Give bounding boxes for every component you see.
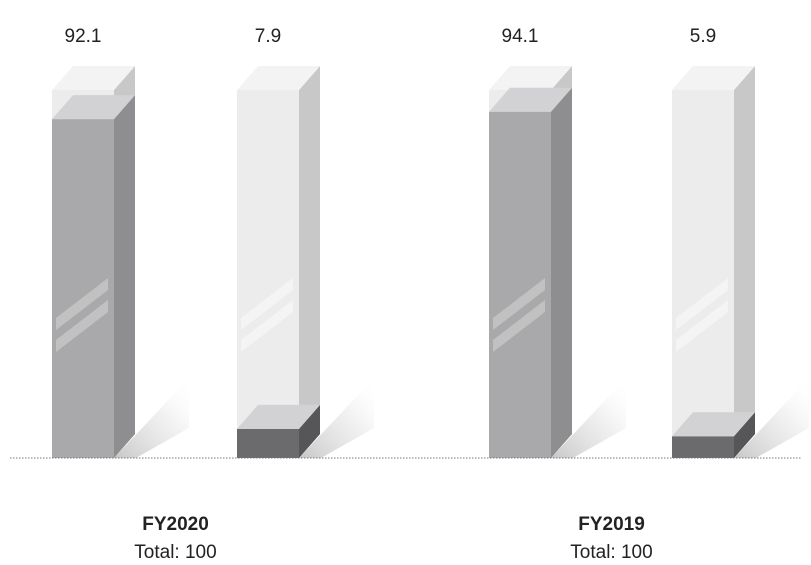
bar-value-label: 92.1 <box>65 26 102 47</box>
bar-shadow <box>299 378 374 458</box>
bar-reflection <box>241 278 293 330</box>
bar-value-label: 94.1 <box>502 26 539 47</box>
bar-shadow <box>734 378 809 458</box>
bar-glass-side <box>299 66 320 458</box>
bar-reflection <box>676 300 728 352</box>
bar-fill-front <box>52 119 114 459</box>
bar-fill-side <box>299 404 320 458</box>
bar-fill-front <box>672 436 734 458</box>
bar-reflection <box>493 278 545 330</box>
group-titles: FY2020 Total: 100 FY2019 Total: 100 <box>134 514 652 563</box>
bar-glass-top <box>52 66 135 90</box>
bar-reflection <box>493 300 545 352</box>
bar-shadow <box>114 378 189 458</box>
bar-layer <box>52 66 755 459</box>
bar-fill-top <box>489 87 572 112</box>
bar-reflection <box>56 300 108 352</box>
bar-fill-front <box>489 111 551 458</box>
bar-value-label: 5.9 <box>690 26 716 47</box>
bar-glass-top <box>672 66 755 90</box>
value-labels: 92.1 7.9 94.1 5.9 <box>65 26 717 47</box>
bar-glass-front <box>672 90 734 458</box>
bar-fill-side <box>114 95 135 459</box>
bar-glass-front <box>237 90 299 458</box>
bar-shadows <box>114 378 809 458</box>
bar-glass-top <box>489 66 572 90</box>
group-total-label: Total: 100 <box>570 542 652 563</box>
bar-fill-top <box>52 95 135 120</box>
group-total-label: Total: 100 <box>134 542 216 563</box>
bar-fill-top <box>672 412 755 437</box>
bar-glass-side <box>734 66 755 458</box>
group-title: FY2019 <box>578 514 645 535</box>
group-title: FY2020 <box>142 514 209 535</box>
bar-reflection <box>56 278 108 330</box>
bar-fill-side <box>734 412 755 458</box>
bar-shadow <box>551 378 626 458</box>
bar-fill-top <box>237 404 320 429</box>
bar-fill-front <box>237 428 299 458</box>
bar-value-label: 7.9 <box>255 26 281 47</box>
bar-glass-top <box>237 66 320 90</box>
bar-reflection <box>676 278 728 330</box>
bar-reflection <box>241 300 293 352</box>
bar-fill-side <box>551 87 572 458</box>
